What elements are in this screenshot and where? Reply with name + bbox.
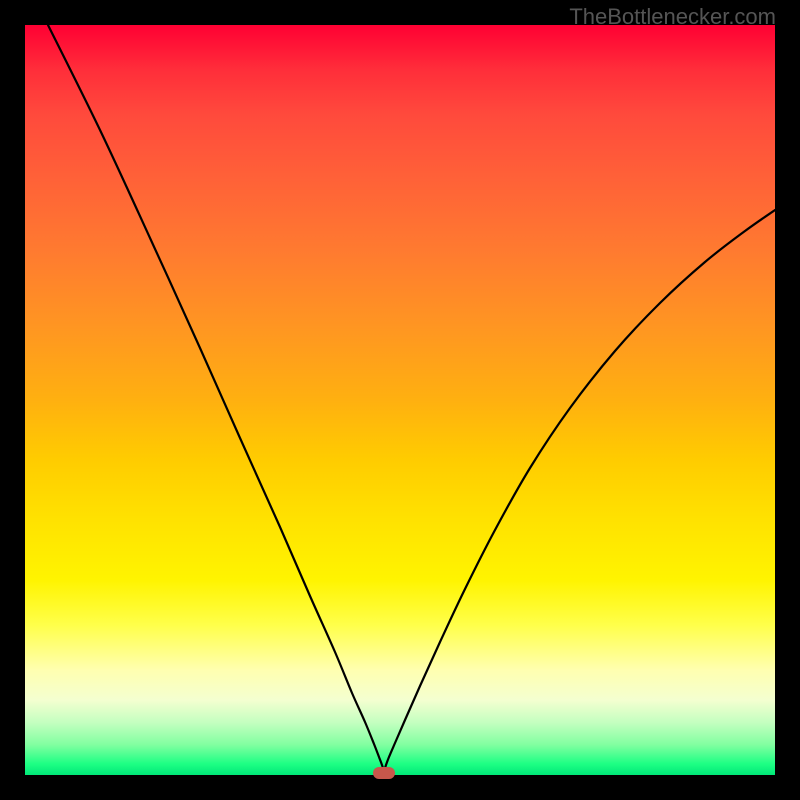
bottleneck-curve: [25, 25, 775, 775]
watermark-text: TheBottlenecker.com: [569, 4, 776, 30]
chart-frame: TheBottlenecker.com: [0, 0, 800, 800]
optimal-point-marker: [373, 767, 395, 779]
curve-path: [48, 25, 775, 773]
plot-area: [25, 25, 775, 775]
